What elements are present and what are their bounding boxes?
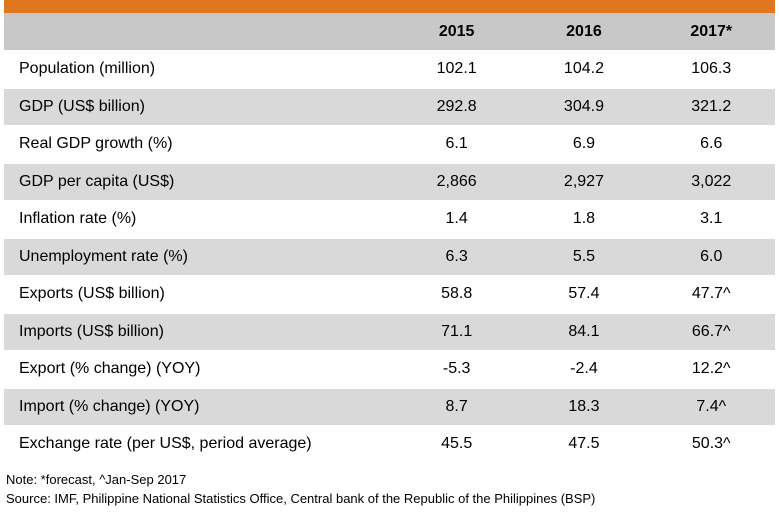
row-value-2015: -5.3 — [442, 360, 471, 378]
economic-indicators-table: 2015 2016 2017* Population (million) 102… — [4, 13, 775, 464]
row-value-2017: 47.7^ — [691, 285, 731, 303]
row-value-2017: 3,022 — [691, 172, 732, 190]
row-label: Unemployment rate (%) — [19, 247, 188, 265]
header-year-2016: 2016 — [566, 22, 602, 40]
row-label: Imports (US$ billion) — [19, 322, 164, 340]
row-value-2015: 6.3 — [445, 247, 468, 265]
row-value-2015: 8.7 — [445, 397, 468, 415]
table-row: Population (million) 102.1 104.2 106.3 — [4, 51, 775, 89]
table-row: Unemployment rate (%) 6.3 5.5 6.0 — [4, 238, 775, 276]
row-label: Exports (US$ billion) — [19, 285, 165, 303]
table-header-row: 2015 2016 2017* — [4, 13, 775, 51]
row-value-2016: 57.4 — [568, 285, 600, 303]
row-value-2016: 47.5 — [568, 435, 600, 453]
table-row: Inflation rate (%) 1.4 1.8 3.1 — [4, 201, 775, 239]
table-row: Exchange rate (per US$, period average) … — [4, 426, 775, 464]
row-label: GDP per capita (US$) — [19, 172, 175, 190]
row-value-2017: 106.3 — [691, 60, 732, 78]
row-value-2016: 1.8 — [572, 210, 596, 228]
footnote-source: Source: IMF, Philippine National Statist… — [6, 491, 596, 506]
row-value-2017: 12.2^ — [691, 360, 731, 378]
table-row: Real GDP growth (%) 6.1 6.9 6.6 — [4, 126, 775, 164]
row-label: Exchange rate (per US$, period average) — [19, 435, 312, 453]
row-value-2016: 18.3 — [568, 397, 600, 415]
table-footnotes: Note: *forecast, ^Jan-Sep 2017 Source: I… — [6, 470, 595, 508]
table-row: GDP (US$ billion) 292.8 304.9 321.2 — [4, 88, 775, 126]
row-value-2015: 292.8 — [436, 97, 477, 115]
row-value-2016: 104.2 — [563, 60, 604, 78]
header-year-2017: 2017* — [690, 22, 733, 40]
row-value-2015: 71.1 — [441, 322, 473, 340]
row-value-2015: 45.5 — [441, 435, 473, 453]
row-value-2017: 6.0 — [700, 247, 723, 265]
table-row: GDP per capita (US$) 2,866 2,927 3,022 — [4, 163, 775, 201]
footnote-note: Note: *forecast, ^Jan-Sep 2017 — [6, 472, 187, 487]
table-row: Exports (US$ billion) 58.8 57.4 47.7^ — [4, 276, 775, 314]
row-value-2017: 50.3^ — [691, 435, 731, 453]
table-row: Import (% change) (YOY) 8.7 18.3 7.4^ — [4, 388, 775, 426]
accent-top-bar — [4, 0, 775, 13]
row-label: Inflation rate (%) — [19, 210, 137, 228]
row-label: Export (% change) (YOY) — [19, 360, 201, 378]
row-value-2015: 2,866 — [436, 172, 477, 190]
row-value-2016: -2.4 — [570, 360, 598, 378]
table-row: Export (% change) (YOY) -5.3 -2.4 12.2^ — [4, 351, 775, 389]
row-value-2017: 321.2 — [691, 97, 732, 115]
row-value-2015: 6.1 — [445, 135, 468, 153]
row-label: Import (% change) (YOY) — [19, 397, 200, 415]
row-value-2016: 5.5 — [572, 247, 596, 265]
table-row: Imports (US$ billion) 71.1 84.1 66.7^ — [4, 313, 775, 351]
header-year-2015: 2015 — [438, 22, 475, 40]
row-value-2016: 84.1 — [568, 322, 600, 340]
row-value-2017: 3.1 — [700, 210, 723, 228]
row-value-2015: 1.4 — [445, 210, 468, 228]
row-value-2017: 66.7^ — [691, 322, 731, 340]
row-value-2016: 304.9 — [563, 97, 604, 115]
row-value-2017: 7.4^ — [696, 397, 727, 415]
row-value-2015: 102.1 — [436, 60, 477, 78]
row-label: Real GDP growth (%) — [19, 135, 173, 153]
row-label: GDP (US$ billion) — [19, 97, 145, 115]
row-label: Population (million) — [19, 60, 156, 78]
row-value-2016: 6.9 — [572, 135, 596, 153]
row-value-2017: 6.6 — [700, 135, 723, 153]
row-value-2016: 2,927 — [563, 172, 604, 190]
row-value-2015: 58.8 — [441, 285, 473, 303]
